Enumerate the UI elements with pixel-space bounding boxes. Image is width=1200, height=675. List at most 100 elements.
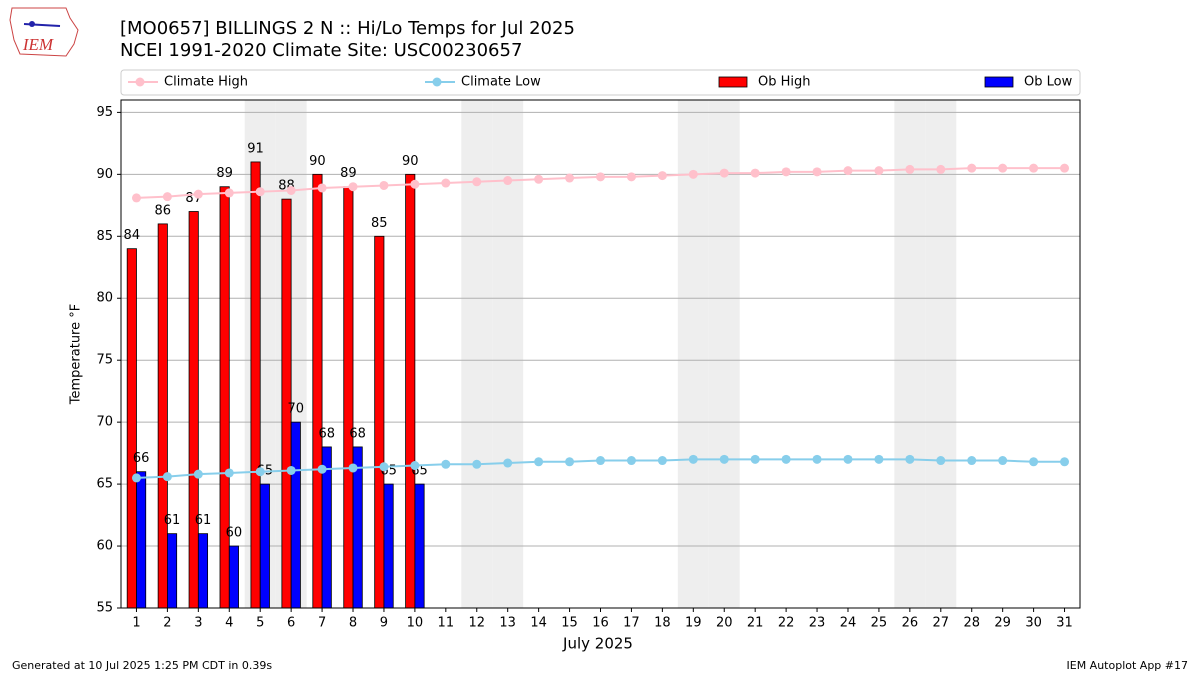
climate-point <box>750 168 760 178</box>
bar-value-label: 85 <box>371 216 388 231</box>
y-tick-label: 55 <box>96 601 113 616</box>
bar-value-label: 90 <box>309 154 326 169</box>
x-tick-label: 14 <box>530 616 547 631</box>
climate-point <box>286 465 296 475</box>
bar-value-label: 61 <box>195 513 212 528</box>
legend-swatch <box>718 76 748 88</box>
climate-point <box>596 172 605 182</box>
climate-point <box>936 456 946 466</box>
bar <box>197 533 209 609</box>
y-axis-label: Temperature °F <box>69 304 84 405</box>
bar <box>374 235 385 609</box>
x-tick-label: 28 <box>963 616 980 631</box>
x-tick-label: 9 <box>380 616 388 631</box>
climate-point <box>441 459 451 469</box>
climate-point <box>1060 457 1070 467</box>
y-tick-label: 65 <box>96 477 113 492</box>
climate-point <box>905 454 915 464</box>
climate-point <box>472 177 482 187</box>
bar <box>312 173 323 609</box>
climate-point <box>441 178 451 188</box>
x-tick-label: 15 <box>561 616 578 631</box>
x-tick-label: 10 <box>407 616 424 631</box>
climate-point <box>131 473 141 483</box>
climate-point <box>812 454 822 464</box>
climate-point <box>905 164 915 174</box>
climate-point <box>781 167 791 177</box>
bar-value-label: 90 <box>402 154 419 169</box>
x-tick-label: 31 <box>1056 616 1073 631</box>
logo: IEM <box>9 7 79 57</box>
bar <box>126 248 137 609</box>
climate-point <box>534 174 544 184</box>
climate-point <box>688 169 698 179</box>
y-tick-label: 60 <box>96 539 113 554</box>
x-tick-label: 23 <box>809 616 826 631</box>
bar <box>343 186 354 609</box>
y-tick-label: 95 <box>96 105 113 120</box>
climate-point <box>193 469 203 479</box>
y-tick-label: 90 <box>96 167 113 182</box>
bar <box>290 421 301 609</box>
climate-point <box>379 180 389 190</box>
climate-point <box>596 456 605 466</box>
x-tick-label: 6 <box>287 616 295 631</box>
climate-point <box>317 464 327 474</box>
climate-point <box>565 173 575 183</box>
weekend-shade <box>461 100 493 608</box>
plot-frame <box>120 99 1081 609</box>
climate-point <box>255 187 265 197</box>
climate-point <box>317 183 327 193</box>
x-axis-label: July 2025 <box>562 635 633 653</box>
climate-point <box>1029 163 1039 173</box>
legend-label: Climate High <box>164 75 248 90</box>
bar <box>219 186 230 609</box>
climate-point <box>410 179 420 189</box>
bar-value-label: 68 <box>318 426 335 441</box>
bar <box>136 471 147 609</box>
climate-point <box>967 163 977 173</box>
legend-swatch <box>984 76 1014 88</box>
climate-point <box>719 168 729 178</box>
climate-point <box>286 185 296 195</box>
climate-point <box>998 163 1008 173</box>
climate-point <box>657 456 667 466</box>
x-tick-label: 29 <box>994 616 1011 631</box>
climate-point <box>472 459 482 469</box>
climate-point <box>534 457 544 467</box>
x-tick-label: 25 <box>871 616 888 631</box>
footer-right: IEM Autoplot App #17 <box>1067 659 1189 672</box>
y-tick-label: 70 <box>96 415 113 430</box>
x-tick-label: 22 <box>778 616 795 631</box>
x-tick-label: 8 <box>349 616 357 631</box>
bar-value-label: 68 <box>349 426 366 441</box>
x-tick-label: 7 <box>318 616 326 631</box>
climate-point <box>874 166 884 176</box>
bar <box>157 223 168 609</box>
x-tick-label: 27 <box>933 616 950 631</box>
chart-title: [MO0657] BILLINGS 2 N :: Hi/Lo Temps for… <box>120 18 575 39</box>
legend-box <box>120 69 1081 96</box>
bar <box>228 545 239 609</box>
y-tick-label: 85 <box>96 229 113 244</box>
bar <box>167 533 178 609</box>
climate-point <box>224 468 234 478</box>
climate-point <box>193 189 203 199</box>
x-tick-label: 30 <box>1025 616 1042 631</box>
bar-value-label: 89 <box>340 166 357 181</box>
climate-point <box>379 462 389 472</box>
climate-point <box>503 176 513 186</box>
climate-point <box>1060 163 1070 173</box>
x-tick-label: 11 <box>438 616 455 631</box>
legend-label: Climate Low <box>461 75 541 90</box>
bar-value-label: 66 <box>133 451 150 466</box>
climate-point <box>874 454 884 464</box>
climate-point <box>410 461 420 471</box>
climate-point <box>967 456 977 466</box>
climate-point <box>162 192 172 202</box>
climate-point <box>348 463 358 473</box>
x-tick-label: 3 <box>194 616 202 631</box>
climate-point <box>812 167 822 177</box>
bar <box>383 483 394 609</box>
x-tick-label: 2 <box>163 616 171 631</box>
